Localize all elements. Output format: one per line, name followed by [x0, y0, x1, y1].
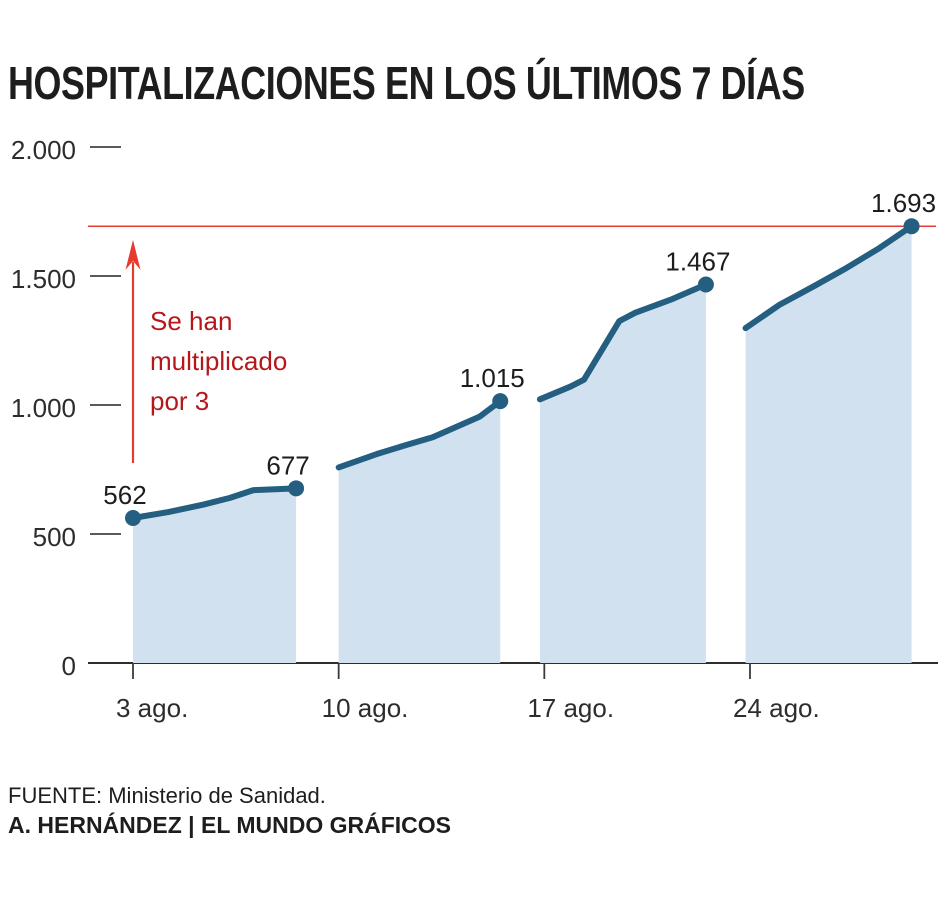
value-label: 1.015	[460, 363, 525, 393]
annotation-line: multiplicado	[150, 346, 287, 376]
data-point	[288, 480, 305, 497]
value-label: 562	[103, 480, 146, 510]
area-fill	[745, 226, 912, 663]
x-tick-label: 10 ago.	[322, 693, 409, 723]
x-tick-label: 17 ago.	[527, 693, 614, 723]
value-label: 1.467	[665, 247, 730, 277]
annotation-line: por 3	[150, 386, 209, 416]
trend-line	[130, 485, 300, 522]
area-fill	[338, 401, 501, 663]
source-line: FUENTE: Ministerio de Sanidad.	[8, 783, 326, 808]
arrow-up-icon	[125, 239, 141, 270]
trend-line	[536, 281, 709, 403]
data-point	[492, 393, 509, 410]
y-tick-label: 2.000	[11, 135, 76, 165]
area-fill	[539, 284, 706, 663]
y-tick-label: 0	[62, 651, 76, 681]
value-label: 1.693	[871, 188, 936, 218]
credit-line: A. HERNÁNDEZ | EL MUNDO GRÁFICOS	[8, 812, 452, 838]
trend-line	[335, 398, 504, 471]
footer: FUENTE: Ministerio de Sanidad. A. HERNÁN…	[8, 782, 451, 840]
area-fill	[133, 488, 297, 663]
trend-line	[742, 223, 915, 332]
annotation-line: Se han	[150, 306, 232, 336]
chart-title: HOSPITALIZACIONES EN LOS ÚLTIMOS 7 DÍAS	[8, 57, 805, 109]
data-point	[125, 510, 141, 527]
value-label: 677	[266, 450, 309, 480]
data-point	[903, 218, 920, 235]
y-tick-label: 1.000	[11, 393, 76, 423]
data-point	[697, 276, 714, 293]
y-tick-label: 1.500	[11, 264, 76, 294]
area-chart: 0 500 1.000 1.500 2.000 3 ago. 10 ago. 17 ago. 2…	[11, 135, 938, 723]
x-tick-label: 3 ago.	[116, 693, 188, 723]
y-tick-label: 500	[33, 522, 76, 552]
x-tick-label: 24 ago.	[733, 693, 820, 723]
